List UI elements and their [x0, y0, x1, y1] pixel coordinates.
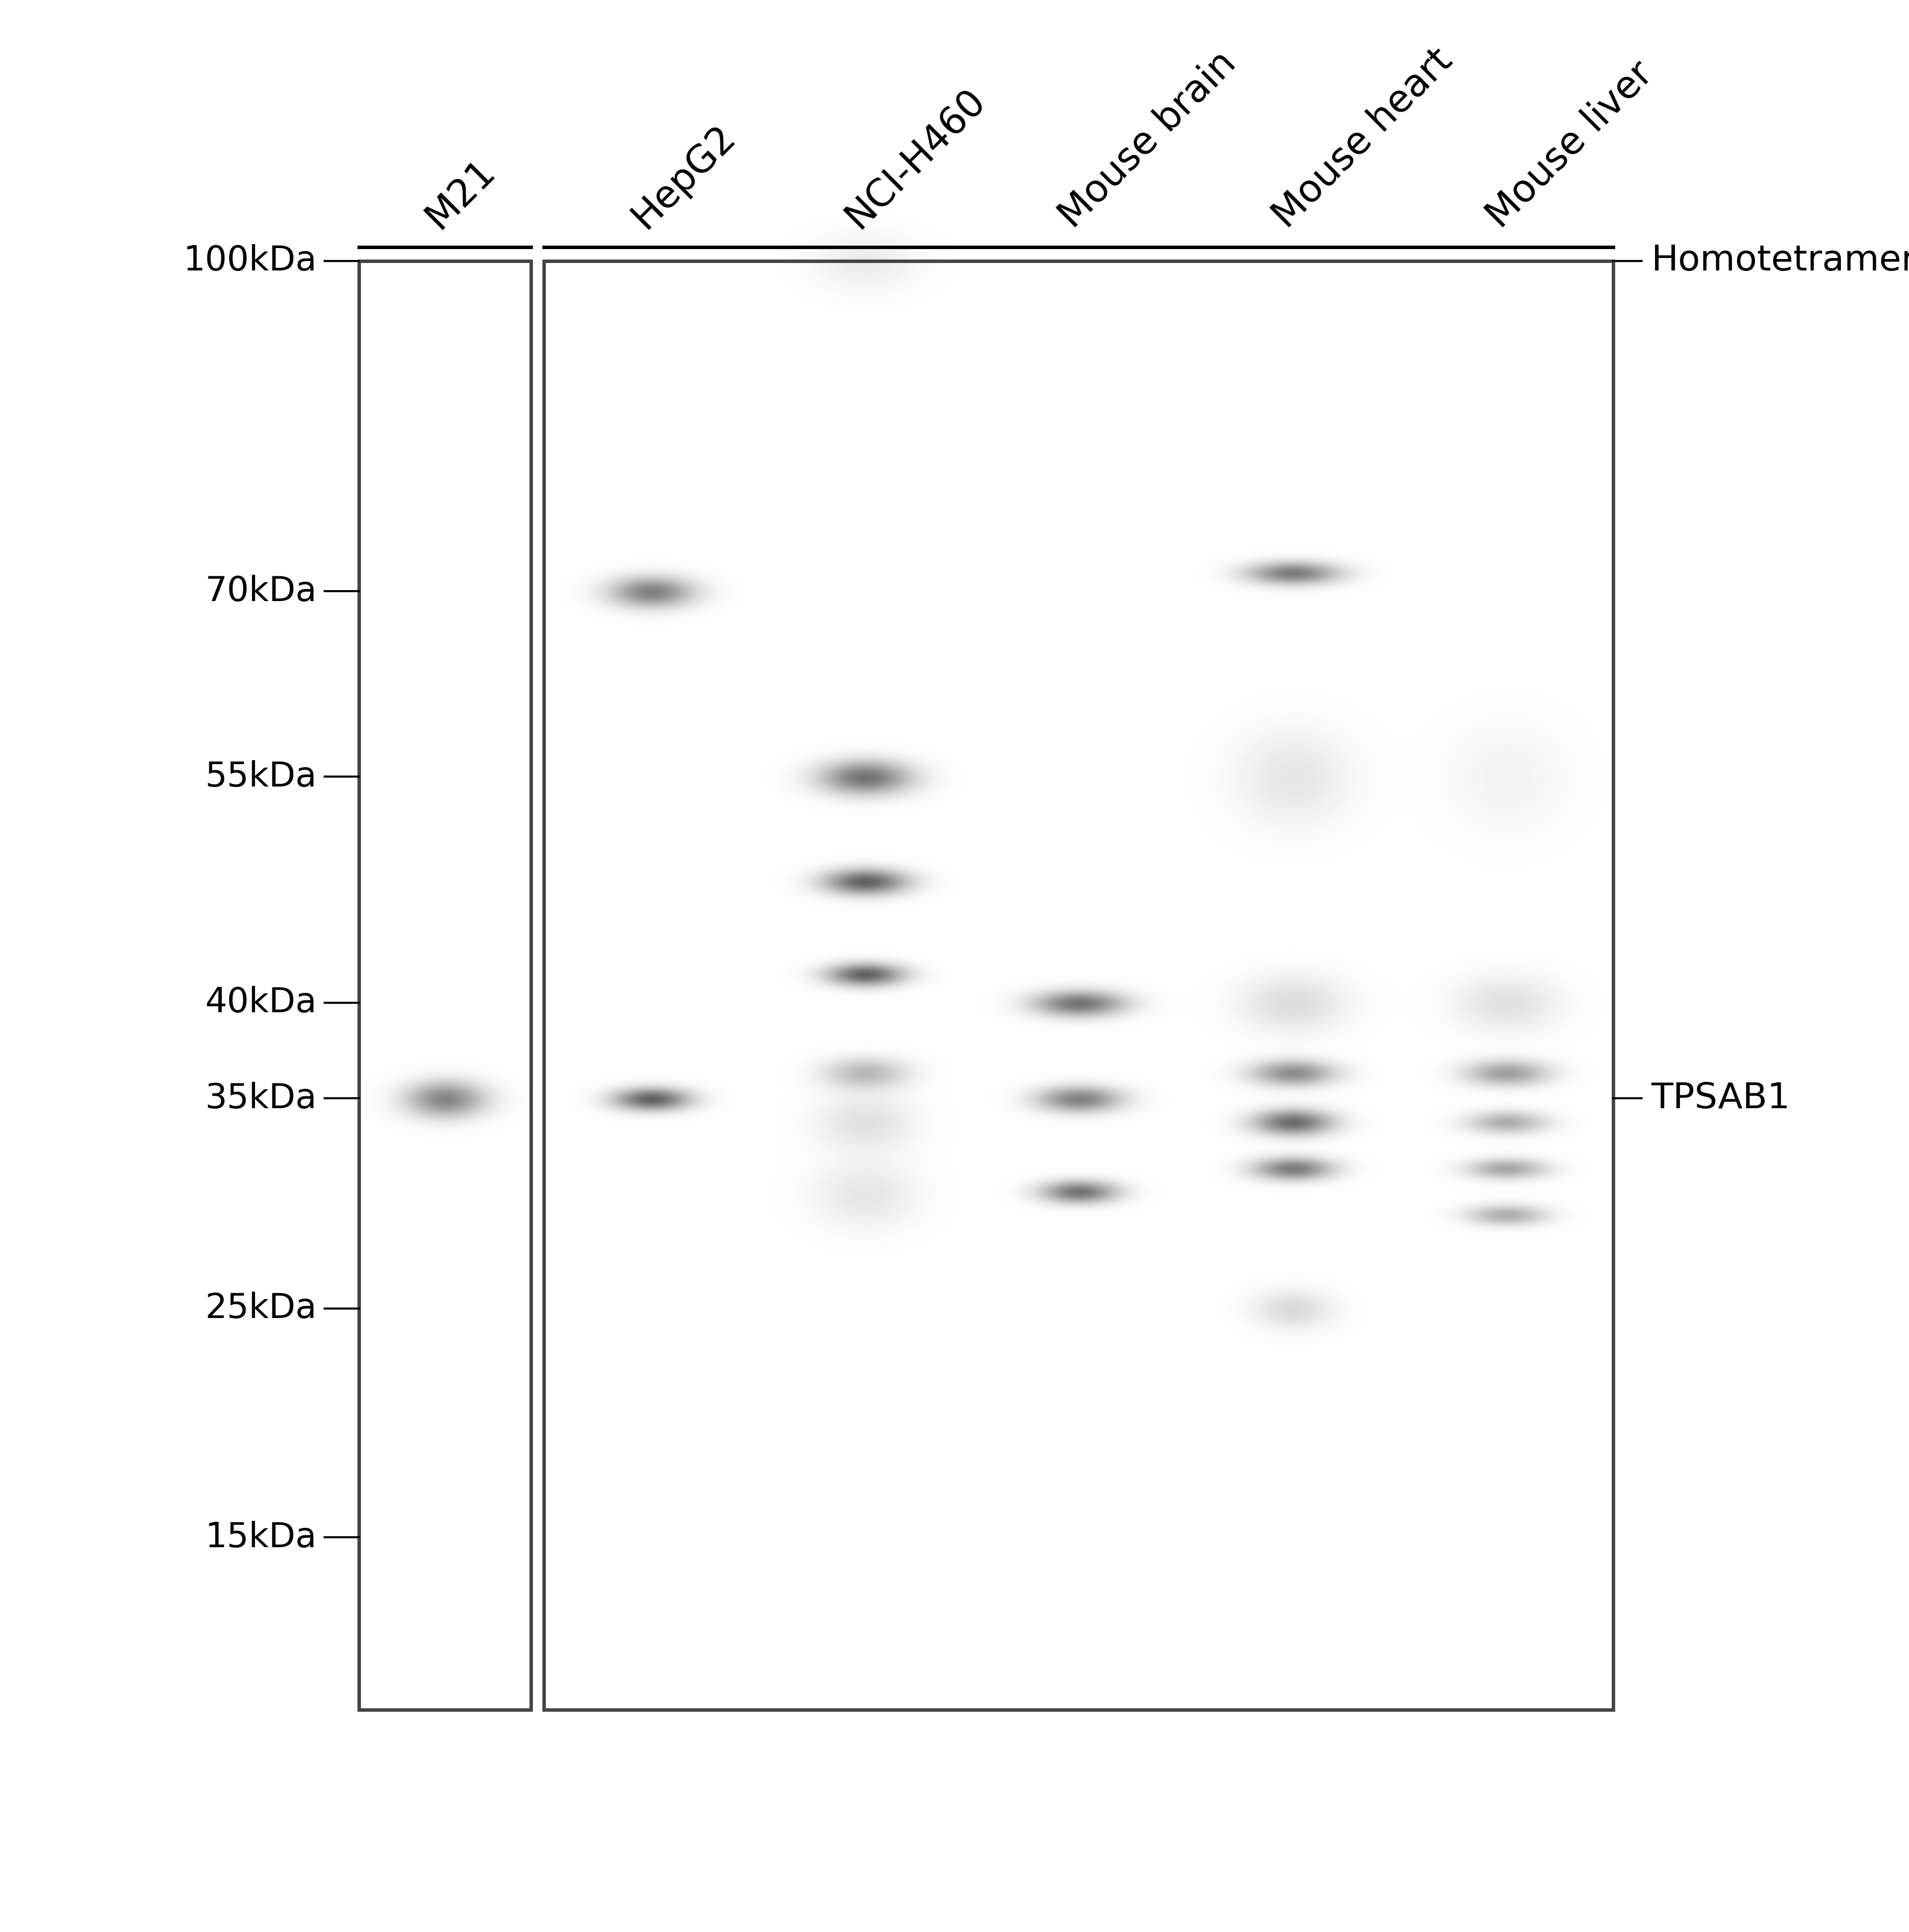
Text: Mouse liver: Mouse liver: [1479, 56, 1661, 236]
Text: 35kDa: 35kDa: [204, 1082, 317, 1115]
Text: 40kDa: 40kDa: [204, 985, 317, 1020]
Text: 15kDa: 15kDa: [204, 1520, 317, 1553]
Text: Homotetramer: Homotetramer: [1651, 243, 1909, 278]
Text: 70kDa: 70kDa: [204, 574, 317, 609]
Text: TPSAB1: TPSAB1: [1651, 1082, 1791, 1115]
Bar: [359, 261, 531, 1710]
Text: M21: M21: [418, 153, 502, 236]
Text: Mouse heart: Mouse heart: [1266, 43, 1460, 236]
Bar: [544, 261, 1613, 1710]
Bar: [359, 261, 531, 1710]
Text: 100kDa: 100kDa: [183, 243, 317, 278]
Text: 25kDa: 25kDa: [204, 1293, 317, 1325]
Text: NCI-H460: NCI-H460: [838, 81, 993, 236]
Text: HepG2: HepG2: [624, 118, 743, 236]
Bar: [544, 261, 1613, 1710]
Text: 55kDa: 55kDa: [204, 759, 317, 794]
Text: Mouse brain: Mouse brain: [1052, 44, 1243, 236]
